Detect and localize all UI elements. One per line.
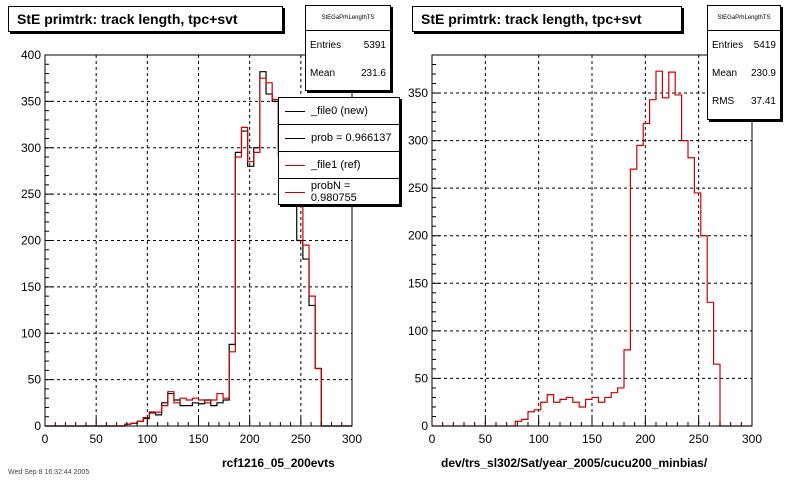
footer-timestamp: Wed Sep 8 16:32:44 2005 [8, 469, 90, 476]
stats-value: 230.9 [750, 67, 776, 79]
legend-item-file0: _file0 (new) [279, 98, 399, 125]
legend-label: probN = 0.980755 [310, 180, 357, 204]
legend-swatch [285, 137, 305, 139]
legend-label: prob = 0.966137 [311, 132, 392, 144]
legend-swatch [285, 110, 305, 112]
x-tick-label: 0 [429, 432, 436, 446]
x-tick-label: 100 [137, 432, 157, 446]
right-stats-row-mean: Mean 230.9 [708, 59, 780, 87]
y-tick-label: 250 [21, 187, 41, 201]
y-tick-label: 50 [415, 371, 429, 385]
stats-value: 231.6 [360, 67, 386, 79]
left-stats-row-mean: Mean 231.6 [306, 59, 390, 87]
legend-item-prob: prob = 0.966137 [279, 125, 399, 152]
y-tick-label: 0 [34, 419, 41, 433]
left-legend: _file0 (new) prob = 0.966137 _file1 (ref… [278, 97, 400, 205]
x-tick-label: 0 [42, 432, 49, 446]
y-tick-label: 0 [421, 419, 428, 433]
legend-item-probn: probN = 0.980755 [279, 179, 399, 205]
x-tick-label: 200 [240, 432, 260, 446]
histogram-series-cucu200-minbias [432, 70, 752, 427]
right-chart-title: StE primtrk: track length, tpc+svt [412, 6, 682, 32]
right-stats-row-entries: Entries 5419 [708, 31, 780, 59]
x-tick-label: 300 [742, 432, 762, 446]
y-tick-label: 100 [21, 326, 41, 340]
y-tick-label: 200 [408, 229, 428, 243]
legend-label: _file1 (ref) [311, 159, 361, 171]
legend-swatch [285, 191, 305, 193]
left-x-axis-label: rcf1216_05_200evts [222, 456, 335, 470]
x-tick-label: 250 [689, 432, 709, 446]
x-tick-label: 50 [89, 432, 103, 446]
legend-item-file1: _file1 (ref) [279, 152, 399, 179]
y-tick-label: 350 [408, 86, 428, 100]
x-tick-label: 250 [291, 432, 311, 446]
left-stats-box: StEGaPrhLengthTS Entries 5391 Mean 231.6 [305, 5, 391, 91]
x-tick-label: 300 [342, 432, 362, 446]
x-tick-label: 150 [582, 432, 602, 446]
legend-label: _file0 (new) [311, 105, 368, 117]
left-stats-row-entries: Entries 5391 [306, 31, 390, 59]
x-tick-label: 100 [529, 432, 549, 446]
x-tick-label: 150 [188, 432, 208, 446]
y-tick-label: 150 [21, 280, 41, 294]
y-tick-label: 250 [408, 181, 428, 195]
stats-value: 37.41 [750, 95, 776, 107]
right-stats-box: StEGaPrhLengthTS Entries 5419 Mean 230.9 R… [707, 5, 781, 120]
x-tick-label: 50 [479, 432, 493, 446]
stats-label: Mean [310, 67, 336, 79]
right-x-axis-label: dev/trs_sl302/Sat/year_2005/cucu200_minb… [441, 456, 708, 470]
x-tick-label: 200 [635, 432, 655, 446]
y-tick-label: 50 [28, 373, 42, 387]
y-tick-label: 150 [408, 276, 428, 290]
stats-label: Entries [712, 39, 744, 51]
y-tick-label: 300 [21, 141, 41, 155]
y-tick-label: 100 [408, 324, 428, 338]
stats-label: Entries [310, 39, 342, 51]
y-tick-label: 200 [21, 234, 41, 248]
stats-label: RMS [712, 95, 735, 107]
stats-value: 5391 [363, 39, 386, 51]
right-stats-row-rms: RMS 37.41 [708, 87, 780, 115]
y-tick-label: 350 [21, 94, 41, 108]
stats-value: 5419 [753, 39, 776, 51]
right-stats-header: StEGaPrhLengthTS [708, 6, 780, 31]
left-chart-title: StE primtrk: track length, tpc+svt [8, 6, 283, 32]
y-tick-label: 400 [21, 48, 41, 62]
stats-label: Mean [712, 67, 738, 79]
y-tick-label: 300 [408, 134, 428, 148]
legend-swatch [285, 164, 305, 166]
left-stats-header: StEGaPrhLengthTS [306, 6, 390, 31]
